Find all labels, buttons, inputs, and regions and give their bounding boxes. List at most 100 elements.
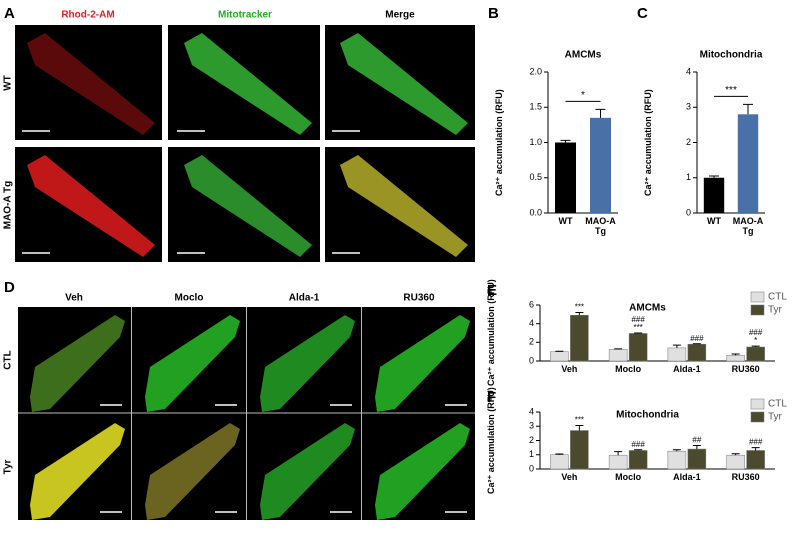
y-tick-label: 3 bbox=[529, 421, 534, 431]
error-bar bbox=[672, 449, 681, 452]
y-tick-label: 1 bbox=[686, 172, 691, 182]
significance-label: *** bbox=[575, 416, 584, 425]
error-bar bbox=[614, 451, 623, 456]
x-tick-label: RU360 bbox=[731, 364, 760, 374]
legend-swatch bbox=[750, 304, 765, 316]
y-tick-label: 0.0 bbox=[529, 207, 542, 217]
error-bar bbox=[672, 344, 681, 348]
scale-bars bbox=[100, 404, 467, 513]
x-tick-label-box: Alda-1 bbox=[673, 364, 701, 374]
legend-swatch bbox=[750, 398, 765, 410]
y-tick-label: 1.5 bbox=[529, 102, 542, 112]
chart-title: AMCMs bbox=[565, 50, 602, 61]
y-tick-label: 2 bbox=[686, 137, 691, 147]
bar bbox=[746, 450, 765, 470]
chart-title: Mitochondria bbox=[700, 50, 763, 61]
y-axis-label: Ca²⁺ accumulation (RFU) bbox=[494, 89, 504, 196]
error-bar bbox=[575, 311, 584, 316]
panel-letter: C bbox=[637, 5, 648, 22]
significance-label: *** bbox=[725, 85, 737, 96]
x-tick-label: WT bbox=[707, 216, 721, 226]
bar bbox=[628, 333, 648, 362]
x-tick-label-box: WT bbox=[707, 216, 721, 226]
bar bbox=[550, 351, 569, 362]
x-tick-label-box: RU360 bbox=[731, 472, 760, 482]
x-tick-label: Moclo bbox=[615, 364, 642, 374]
error-bar bbox=[751, 345, 760, 347]
significance-label: * bbox=[581, 90, 585, 101]
column-header: Merge bbox=[385, 10, 415, 21]
y-tick-label: 0 bbox=[686, 207, 691, 217]
error-bar bbox=[692, 444, 701, 450]
legend-swatch bbox=[750, 291, 765, 303]
bar bbox=[687, 448, 707, 470]
error-bar bbox=[751, 447, 760, 451]
x-tick-label: Moclo bbox=[615, 472, 642, 482]
significance-label: ### bbox=[631, 315, 645, 324]
y-tick-label: 0 bbox=[529, 463, 534, 473]
chart-title: AMCMs bbox=[629, 303, 666, 314]
y-tick-label: 1.0 bbox=[529, 137, 542, 147]
bar bbox=[608, 454, 628, 470]
y-tick-label: 0.5 bbox=[529, 172, 542, 182]
y-axis-label: Ca²⁺ accumulation (RFU) bbox=[486, 279, 496, 387]
panel-dividers bbox=[18, 307, 475, 520]
significance-label: ## bbox=[692, 436, 701, 445]
bar bbox=[608, 349, 628, 362]
x-tick-label: MAO-A Tg bbox=[732, 216, 764, 236]
error-bar bbox=[560, 139, 571, 143]
x-tick-label-box: Veh bbox=[561, 364, 577, 374]
y-axis-label: Ca²⁺ accumulation (RFU) bbox=[486, 387, 496, 494]
y-axis-label-box: Ca²⁺ accumulation (RFU) bbox=[494, 89, 504, 196]
bar bbox=[667, 347, 687, 362]
x-tick-label-box: Alda-1 bbox=[673, 472, 701, 482]
panel-letter: F bbox=[487, 389, 496, 406]
panel-letter: D bbox=[4, 279, 15, 296]
x-tick-label: RU360 bbox=[731, 472, 760, 482]
row-label: Tyr bbox=[3, 459, 14, 474]
bar bbox=[590, 117, 611, 213]
error-bar bbox=[634, 449, 643, 451]
y-axis-label-box: Ca²⁺ accumulation (RFU) bbox=[486, 387, 496, 494]
bar bbox=[555, 142, 576, 213]
legend-label: CTL bbox=[768, 399, 787, 410]
y-axis-label: Ca²⁺ accumulation (RFU) bbox=[643, 89, 653, 196]
bar bbox=[628, 450, 648, 470]
bar bbox=[737, 114, 759, 213]
y-tick-label: 6 bbox=[529, 299, 534, 309]
x-tick-label: Alda-1 bbox=[673, 472, 701, 482]
x-tick-label-box: RU360 bbox=[731, 364, 760, 374]
error-bar bbox=[595, 108, 606, 118]
y-tick-label: 3 bbox=[686, 102, 691, 112]
column-header: RU360 bbox=[403, 293, 435, 304]
significance-label: *** bbox=[633, 323, 642, 332]
error-bar bbox=[731, 453, 740, 456]
row-label: WT bbox=[3, 75, 14, 91]
legend-label: CTL bbox=[768, 292, 787, 303]
significance-label: ### bbox=[631, 440, 645, 449]
y-tick-label: 2.0 bbox=[529, 66, 542, 76]
column-header: Alda-1 bbox=[289, 293, 320, 304]
bar bbox=[667, 450, 687, 470]
x-tick-label: WT bbox=[558, 216, 573, 226]
y-tick-label: 1 bbox=[529, 449, 534, 459]
bar bbox=[570, 430, 589, 470]
bar bbox=[726, 454, 745, 470]
panel-letter: B bbox=[488, 5, 499, 22]
x-tick-label-box: MAO-A Tg bbox=[585, 216, 616, 236]
x-tick-label-box: Veh bbox=[561, 472, 578, 482]
y-tick-label: 2 bbox=[529, 435, 534, 445]
y-axis-label-box: Ca²⁺ accumulation (RFU) bbox=[643, 89, 653, 196]
y-tick-label: 0 bbox=[529, 355, 534, 365]
significance-label: ### bbox=[749, 328, 763, 337]
legend-label: Tyr bbox=[768, 305, 783, 316]
x-tick-label-box: Moclo bbox=[615, 364, 642, 374]
x-tick-label: Veh bbox=[561, 472, 578, 482]
panel-letter: A bbox=[4, 5, 15, 22]
error-bar bbox=[709, 175, 719, 178]
error-bar bbox=[731, 353, 740, 356]
chart-title: Mitochondria bbox=[616, 410, 679, 421]
micrograph-grid bbox=[15, 25, 475, 262]
x-tick-label-box: WT bbox=[558, 216, 573, 226]
